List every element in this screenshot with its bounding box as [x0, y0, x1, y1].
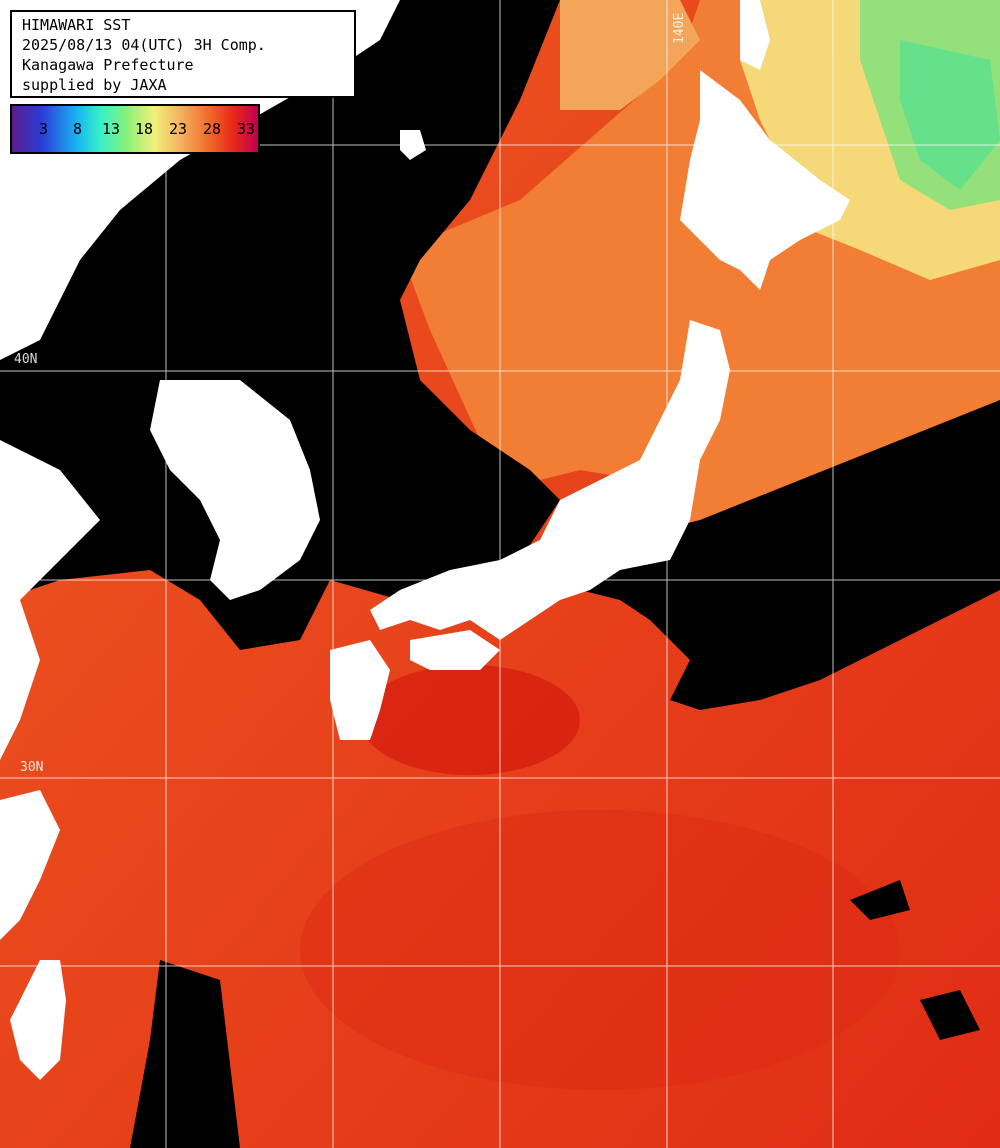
colorbar-ticks: 3 8 13 18 23 28 33	[12, 120, 258, 140]
info-box: HIMAWARI SST 2025/08/13 04(UTC) 3H Comp.…	[10, 10, 356, 98]
okhotsk-green	[900, 40, 1000, 190]
cloud-pacific-band	[560, 400, 1000, 710]
cloud-east-edge	[960, 400, 1000, 480]
info-credit: supplied by JAXA	[22, 76, 167, 94]
land-china-coast	[0, 440, 100, 760]
colorbar-tick: 8	[73, 120, 83, 138]
land-korea	[150, 380, 320, 600]
info-region: Kanagawa Prefecture	[22, 56, 194, 74]
land-hokkaido	[680, 70, 850, 290]
colorbar-tick: 33	[237, 120, 256, 138]
temperature-colorbar: 3 8 13 18 23 28 33	[10, 104, 260, 154]
colorbar-tick: 3	[39, 120, 49, 138]
colorbar-tick: 28	[203, 120, 222, 138]
north-pacific-cool	[560, 0, 700, 110]
land-shikoku	[410, 630, 500, 670]
land-china-south	[0, 790, 60, 940]
land-sakhalin	[740, 0, 770, 70]
land-kyushu	[330, 640, 390, 740]
hot-core	[360, 665, 580, 775]
land-honshu	[370, 320, 730, 640]
cloud-south-right	[850, 880, 910, 920]
colorbar-tick: 18	[135, 120, 154, 138]
cloud-south-left	[130, 960, 240, 1148]
colorbar-tick: 13	[102, 120, 121, 138]
info-datetime: 2025/08/13 04(UTC) 3H Comp.	[22, 36, 266, 54]
lat-label-40n: 40N	[14, 352, 38, 367]
lat-label-30n: 30N	[20, 760, 44, 775]
colorbar-tick: 23	[169, 120, 188, 138]
hot-south	[300, 810, 900, 1090]
lon-label-140e: 140E	[672, 12, 687, 44]
cloud-se-patch	[920, 990, 980, 1040]
info-title: HIMAWARI SST	[22, 16, 131, 34]
land-taiwan	[10, 960, 66, 1080]
